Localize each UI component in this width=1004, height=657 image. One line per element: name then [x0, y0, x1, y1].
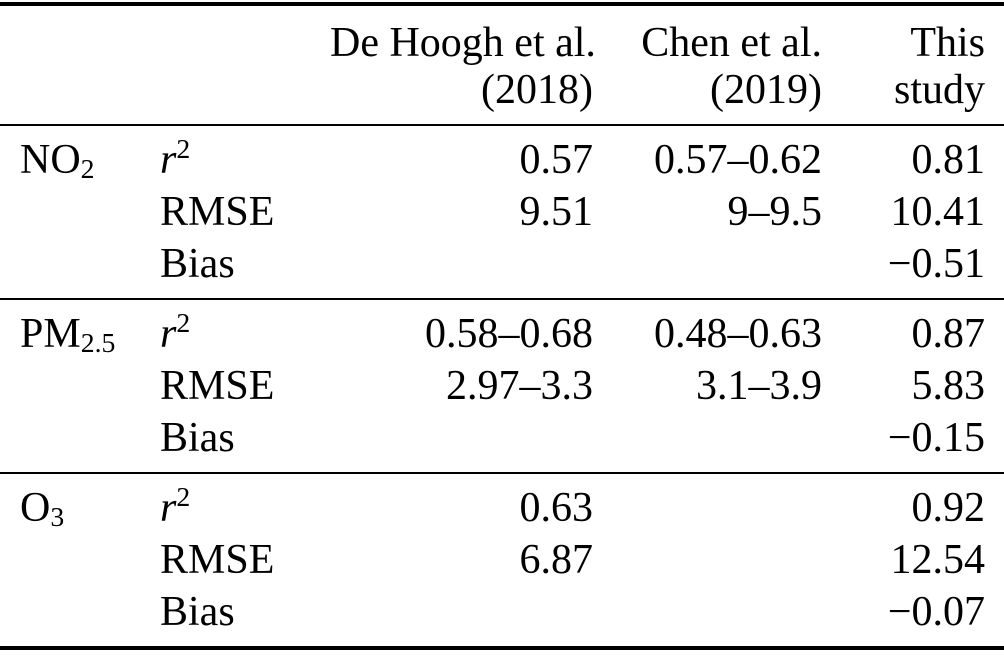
metric-label: RMSE: [160, 360, 330, 412]
value-chen-2019: [593, 412, 822, 473]
header-de-hoogh-2018: De Hoogh et al. (2018): [330, 4, 596, 125]
value-chen-2019: [593, 473, 822, 534]
section-no2: NO2 r2 0.57 0.57–0.62 0.81 RMSE 9.51 9–9.5 10.41…: [0, 125, 1004, 299]
value-chen-2019: 9–9.5: [727, 189, 823, 235]
metric-label: Bias: [160, 412, 330, 473]
pollutant-base: PM: [20, 311, 81, 357]
header-line: (2018): [481, 67, 593, 113]
value-this-study: −0.15: [887, 415, 985, 461]
metric-label: r2: [160, 299, 330, 360]
header-this-study: This study: [822, 4, 1004, 125]
value-chen-2019: [593, 238, 822, 299]
metric-base: RMSE: [160, 537, 275, 583]
section-o3: O3 r2 0.63 0.92 RMSE 6.87 12.54 Bias −0.07: [0, 473, 1004, 648]
header-chen-2019: Chen et al. (2019): [593, 4, 822, 125]
header-line: (2019): [710, 67, 822, 113]
table-row: Bias −0.51: [0, 238, 1004, 299]
value-this-study: 0.87: [911, 311, 986, 357]
header-line: De Hoogh et al.: [330, 20, 596, 66]
metric-superscript: 2: [176, 480, 191, 512]
table-row: RMSE 2.97–3.3 3.1–3.9 5.83: [0, 360, 1004, 412]
value-de-hoogh-2018: [330, 586, 593, 648]
metric-base: Bias: [160, 589, 235, 635]
value-chen-2019: [593, 534, 822, 586]
value-chen-2019: 0.57–0.62: [654, 137, 822, 183]
value-chen-2019: 0.48–0.63: [654, 311, 822, 357]
pollutant-subscript: 2: [80, 152, 95, 184]
table-row: RMSE 9.51 9–9.5 10.41: [0, 186, 1004, 238]
table-row: RMSE 6.87 12.54: [0, 534, 1004, 586]
value-de-hoogh-2018: 9.51: [519, 189, 594, 235]
value-de-hoogh-2018: 0.58–0.68: [425, 311, 593, 357]
metric-superscript: 2: [176, 132, 191, 164]
metric-label: Bias: [160, 238, 330, 299]
metric-label: r2: [160, 473, 330, 534]
pollutant-label-o3: O3: [0, 473, 160, 648]
header-metric-column: [160, 4, 330, 125]
metric-label: RMSE: [160, 534, 330, 586]
metric-label: Bias: [160, 586, 330, 648]
metric-base: Bias: [160, 415, 235, 461]
table-row: PM2.5 r2 0.58–0.68 0.48–0.63 0.87: [0, 299, 1004, 360]
table-row: O3 r2 0.63 0.92: [0, 473, 1004, 534]
pollutant-subscript: 3: [50, 500, 65, 532]
pollutant-subscript: 2.5: [80, 326, 116, 358]
value-de-hoogh-2018: 6.87: [519, 537, 594, 583]
metric-base: r: [160, 137, 177, 183]
value-this-study: −0.07: [887, 589, 985, 635]
header-row: De Hoogh et al. (2018) Chen et al. (2019…: [0, 4, 1004, 125]
value-this-study: 0.92: [911, 485, 986, 531]
header-line: study: [893, 67, 985, 113]
metric-superscript: 2: [176, 306, 191, 338]
value-chen-2019: [593, 586, 822, 648]
pollutant-base: O: [20, 485, 51, 531]
pollutant-base: NO: [20, 137, 81, 183]
value-this-study: −0.51: [887, 241, 985, 287]
value-de-hoogh-2018: [330, 412, 593, 473]
value-this-study: 5.83: [911, 363, 986, 409]
metric-label: r2: [160, 125, 330, 186]
value-de-hoogh-2018: 0.63: [519, 485, 594, 531]
section-pm25: PM2.5 r2 0.58–0.68 0.48–0.63 0.87 RMSE 2.97–3.…: [0, 299, 1004, 473]
metric-base: RMSE: [160, 363, 275, 409]
pollutant-label-no2: NO2: [0, 125, 160, 299]
metric-base: r: [160, 311, 177, 357]
value-chen-2019: 3.1–3.9: [696, 363, 822, 409]
table-row: Bias −0.15: [0, 412, 1004, 473]
metric-base: RMSE: [160, 189, 275, 235]
value-de-hoogh-2018: 2.97–3.3: [446, 363, 593, 409]
metric-base: Bias: [160, 241, 235, 287]
metric-label: RMSE: [160, 186, 330, 238]
header-line: Chen et al.: [641, 20, 822, 66]
value-this-study: 10.41: [890, 189, 986, 235]
table-row: Bias −0.07: [0, 586, 1004, 648]
metric-base: r: [160, 485, 177, 531]
table-row: NO2 r2 0.57 0.57–0.62 0.81: [0, 125, 1004, 186]
table-header: De Hoogh et al. (2018) Chen et al. (2019…: [0, 4, 1004, 125]
header-pollutant-column: [0, 4, 160, 125]
value-de-hoogh-2018: [330, 238, 593, 299]
pollutant-label-pm25: PM2.5: [0, 299, 160, 473]
header-line: This: [910, 20, 985, 66]
value-this-study: 0.81: [911, 137, 986, 183]
value-de-hoogh-2018: 0.57: [519, 137, 594, 183]
value-this-study: 12.54: [890, 537, 986, 583]
